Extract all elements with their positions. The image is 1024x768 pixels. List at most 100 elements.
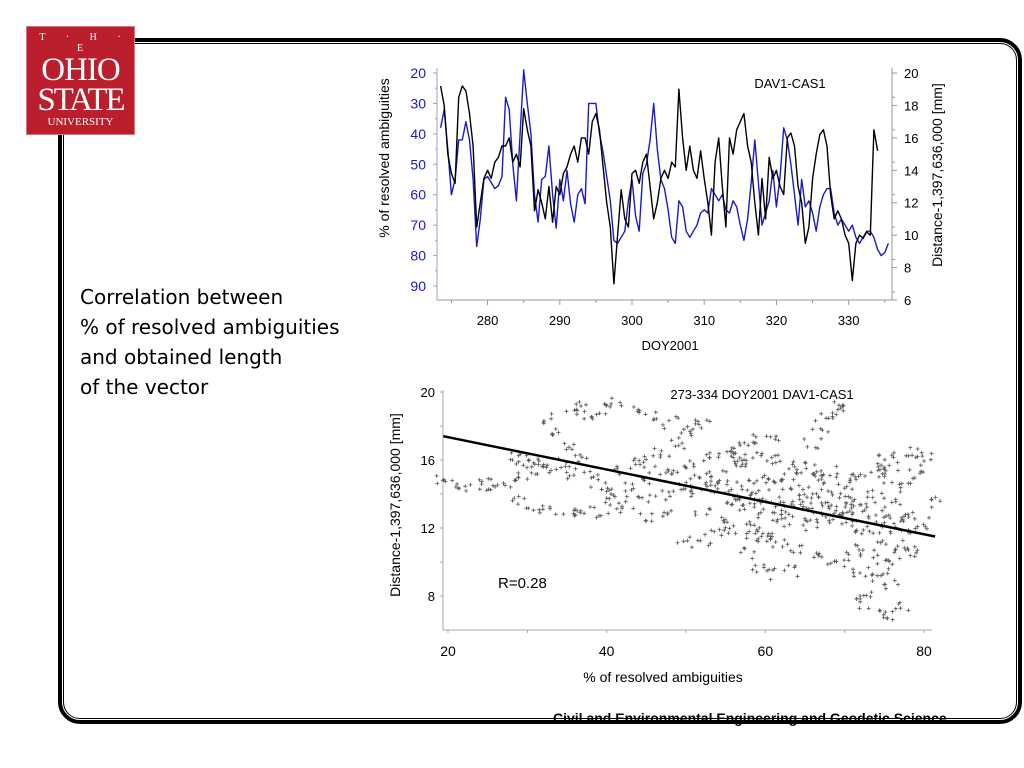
scatter-point <box>765 534 770 538</box>
scatter-point <box>573 513 578 517</box>
scatter-point <box>875 540 880 544</box>
scatter-point <box>691 464 696 469</box>
scatter-point <box>764 434 769 439</box>
scatter-point <box>854 477 859 482</box>
scatter-point <box>888 516 893 521</box>
scatter-point <box>742 546 746 550</box>
scatter-point <box>522 496 527 501</box>
scatter-point <box>847 509 852 514</box>
scatter-point <box>758 510 763 515</box>
scatter-point <box>834 508 839 513</box>
scatter-point <box>813 474 818 479</box>
scatter-point <box>865 524 870 529</box>
scatter-point <box>819 501 824 505</box>
scatter-point <box>516 459 521 464</box>
scatter-point <box>908 445 913 450</box>
scatter-point <box>915 454 920 459</box>
correlation-annotation: R=0.28 <box>498 575 547 592</box>
scatter-point <box>858 596 863 601</box>
scatter-point <box>673 444 678 449</box>
scatter-point <box>900 538 905 543</box>
scatter-point <box>844 484 849 489</box>
scatter-point <box>912 544 917 549</box>
scatter-point <box>737 508 742 513</box>
scatter-point <box>712 529 717 534</box>
scatter-point <box>742 546 747 551</box>
scatter-point <box>508 485 513 489</box>
scatter-point <box>814 491 819 496</box>
scatter-point <box>863 574 868 579</box>
left-y-tick-label: 40 <box>410 126 426 142</box>
scatter-point <box>699 426 704 430</box>
scatter-point <box>880 538 885 543</box>
scatter-point <box>720 468 725 473</box>
scatter-point <box>516 502 520 507</box>
scatter-point <box>647 470 652 475</box>
scatter-point <box>547 504 552 509</box>
scatter-point <box>877 452 882 457</box>
scatter-point <box>879 463 884 468</box>
scatter-point <box>844 500 849 505</box>
scatter-point <box>866 514 871 519</box>
scatter-point <box>726 489 731 494</box>
scatter-point <box>653 494 658 499</box>
scatter-point <box>486 487 491 492</box>
right-y-tick-label: 6 <box>904 293 911 308</box>
scatter-point <box>564 447 569 452</box>
scatter-point <box>716 455 721 460</box>
scatter-point <box>741 503 746 507</box>
scatter-point <box>725 449 729 454</box>
scatter-point <box>879 491 884 496</box>
scatter-point <box>875 561 880 566</box>
scatter-point <box>571 473 576 478</box>
scatter-point <box>666 490 671 494</box>
scatter-point <box>706 543 711 548</box>
scatter-point <box>733 451 738 456</box>
scatter-point <box>863 474 867 478</box>
scatter-point <box>918 463 923 468</box>
scatter-point <box>834 475 839 480</box>
scatter-point <box>869 573 874 578</box>
timeseries-right-y-label: Distance-1,397,636,000 [mm] <box>929 83 945 267</box>
scatter-point <box>844 550 849 555</box>
scatter-point <box>897 482 902 487</box>
scatter-point <box>756 512 761 516</box>
scatter-point <box>664 470 668 475</box>
scatter-point <box>790 462 795 467</box>
scatter-point <box>752 505 757 509</box>
scatter-point <box>536 459 541 463</box>
scatter-point <box>688 431 693 436</box>
scatter-point <box>841 403 846 408</box>
scatter-point <box>799 470 804 475</box>
scatter-point <box>636 494 641 499</box>
scatter-point <box>780 544 785 549</box>
scatter-point <box>872 548 877 553</box>
scatter-point <box>849 472 854 477</box>
scatter-point <box>730 502 735 507</box>
scatter-point <box>707 450 712 455</box>
scatter-point <box>888 531 893 536</box>
scatter-point <box>715 486 720 491</box>
scatter-point <box>588 469 593 474</box>
scatter-point <box>608 503 613 507</box>
scatter-point <box>638 462 643 467</box>
scatter-point <box>660 514 665 519</box>
scatter-point <box>895 544 900 549</box>
timeseries-chart: 20 30 40 50 60 70 80 90 6 8 10 12 14 16 18 20 280 290 300 3… <box>376 65 945 353</box>
scatter-point <box>760 451 764 456</box>
scatter-point <box>753 491 758 496</box>
scatter-point <box>687 535 692 540</box>
scatter-point <box>652 446 657 451</box>
scatter-point <box>746 478 751 483</box>
scatter-point <box>649 519 654 524</box>
scatter-point <box>869 590 874 595</box>
scatter-point <box>915 548 920 553</box>
caption-line: of the vector <box>80 375 209 399</box>
scatter-point <box>821 472 826 477</box>
scatter-point <box>450 478 455 483</box>
scatter-point <box>604 489 609 494</box>
scatter-point <box>827 506 832 511</box>
scatter-point <box>435 481 440 486</box>
scatter-point <box>890 480 894 485</box>
logo-the: T · H · E <box>39 32 130 54</box>
